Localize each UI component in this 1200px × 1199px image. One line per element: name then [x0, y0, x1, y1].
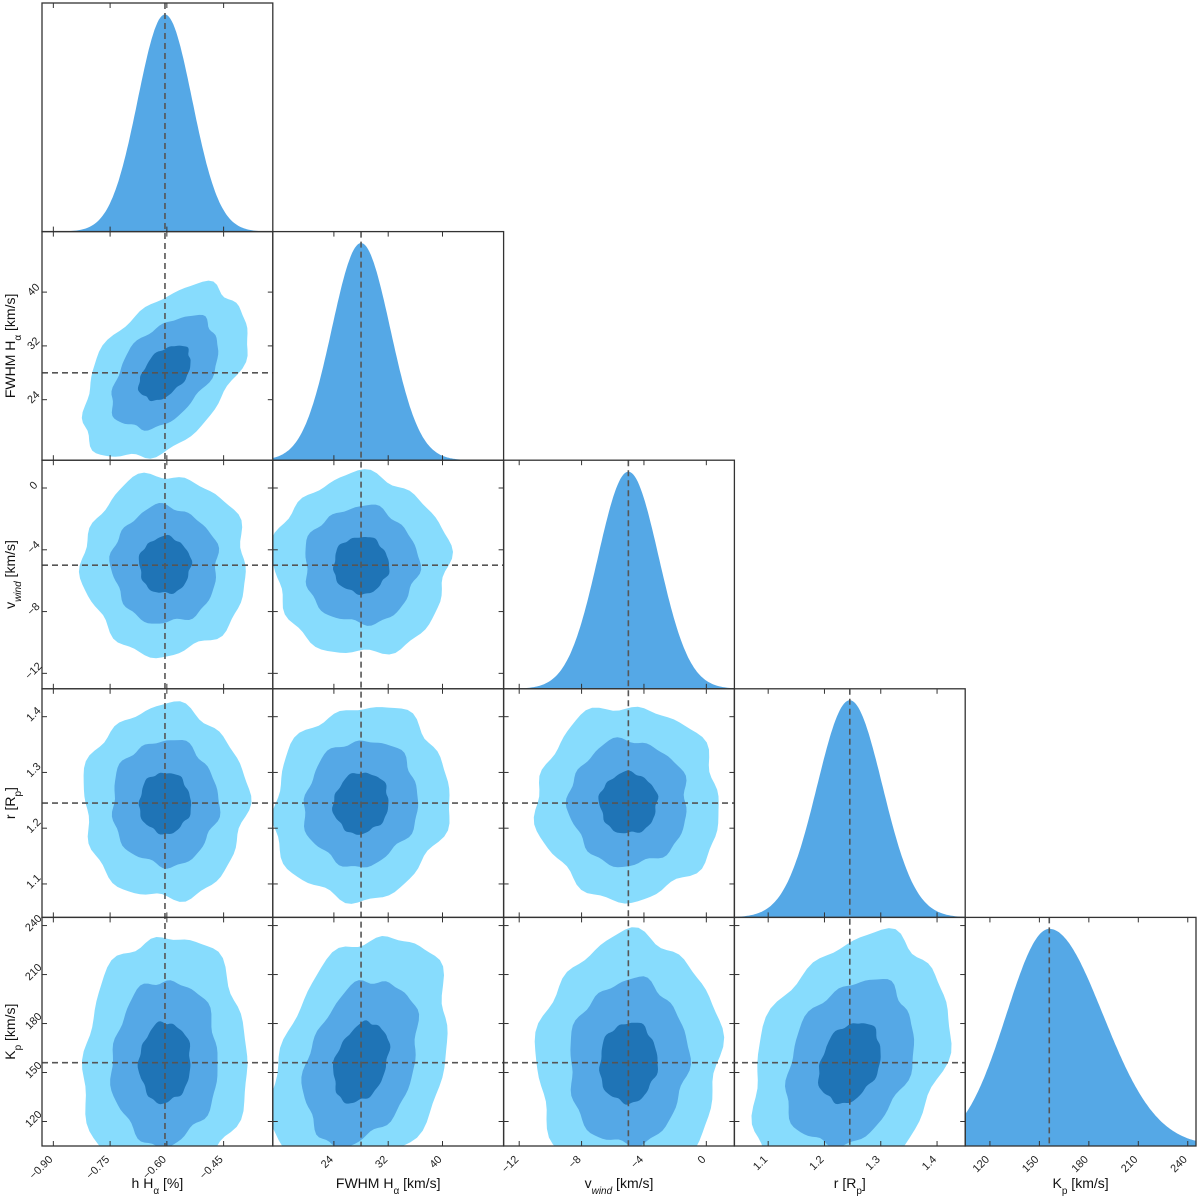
y-tick-label: 0: [27, 479, 40, 492]
histogram-fwhm: [272, 243, 504, 461]
x-tick-label: 180: [1069, 1154, 1090, 1175]
x-tick-label: −0.90: [27, 1154, 55, 1182]
x-tick-label: 1.2: [807, 1154, 826, 1173]
panel-fwhm-vs-r: [272, 707, 450, 904]
x-axis-label-kp: Kp [km/s]: [1053, 1175, 1109, 1197]
y-axis-label-r: r [Rp]: [2, 787, 24, 819]
y-tick-label: 40: [25, 281, 42, 298]
x-tick-label: 150: [1020, 1154, 1041, 1175]
panel-r-vs-kp: [751, 928, 952, 1147]
histogram-fill: [272, 243, 504, 461]
panel-fwhm-vs-kp: [272, 936, 448, 1147]
y-tick-label: 1.2: [24, 816, 43, 835]
x-tick-label: 0: [696, 1154, 709, 1167]
x-tick-label: 1.4: [920, 1154, 939, 1173]
y-tick-label: 32: [25, 335, 42, 352]
y-axis-label-fwhm: FWHM Hα [km/s]: [2, 294, 24, 399]
x-axis-label-fwhm: FWHM Hα [km/s]: [336, 1175, 441, 1197]
x-tick-label: 120: [971, 1154, 992, 1175]
y-axis-label-kp: Kp [km/s]: [2, 1004, 24, 1060]
x-tick-label: −8: [566, 1154, 583, 1171]
x-tick-label: 32: [373, 1154, 390, 1171]
x-axis-label-h: h Hα [%]: [132, 1175, 184, 1197]
x-tick-label: −0.45: [198, 1154, 226, 1182]
x-tick-label: 1.3: [864, 1154, 883, 1173]
histogram-h: [42, 14, 273, 232]
histogram-fill: [503, 471, 735, 689]
x-tick-label: 24: [319, 1154, 336, 1171]
panel-fwhm-vs-vwind: [272, 469, 453, 655]
x-axis-label-vwind: vwind [km/s]: [585, 1175, 654, 1197]
histogram-fill: [965, 928, 1196, 1146]
y-axis-label-vwind: vwind [km/s]: [2, 540, 24, 609]
panel-vwind-vs-r: [533, 706, 719, 904]
x-tick-label: −0.75: [84, 1154, 112, 1182]
y-tick-label: 24: [25, 389, 42, 406]
x-tick-label: 240: [1168, 1154, 1189, 1175]
histogram-fill: [42, 14, 273, 232]
y-tick-label: −4: [25, 539, 42, 556]
y-tick-label: −8: [25, 601, 42, 618]
x-tick-label: −12: [500, 1154, 522, 1176]
histogram-vwind: [503, 471, 735, 689]
y-tick-label: 1.3: [24, 761, 43, 780]
x-tick-label: −4: [629, 1154, 646, 1171]
y-tick-label: 1.4: [24, 705, 43, 724]
panel-vwind-vs-kp: [534, 927, 725, 1147]
x-tick-label: 1.1: [751, 1154, 770, 1173]
x-tick-label: 40: [427, 1154, 444, 1171]
x-tick-label: 210: [1119, 1154, 1140, 1175]
x-axis-label-r: r [Rp]: [834, 1175, 866, 1197]
panel-h-vs-r: [83, 701, 252, 902]
panel-frame: [964, 916, 1197, 1147]
y-tick-label: 1.1: [24, 872, 43, 891]
histogram-kp: [965, 928, 1196, 1146]
